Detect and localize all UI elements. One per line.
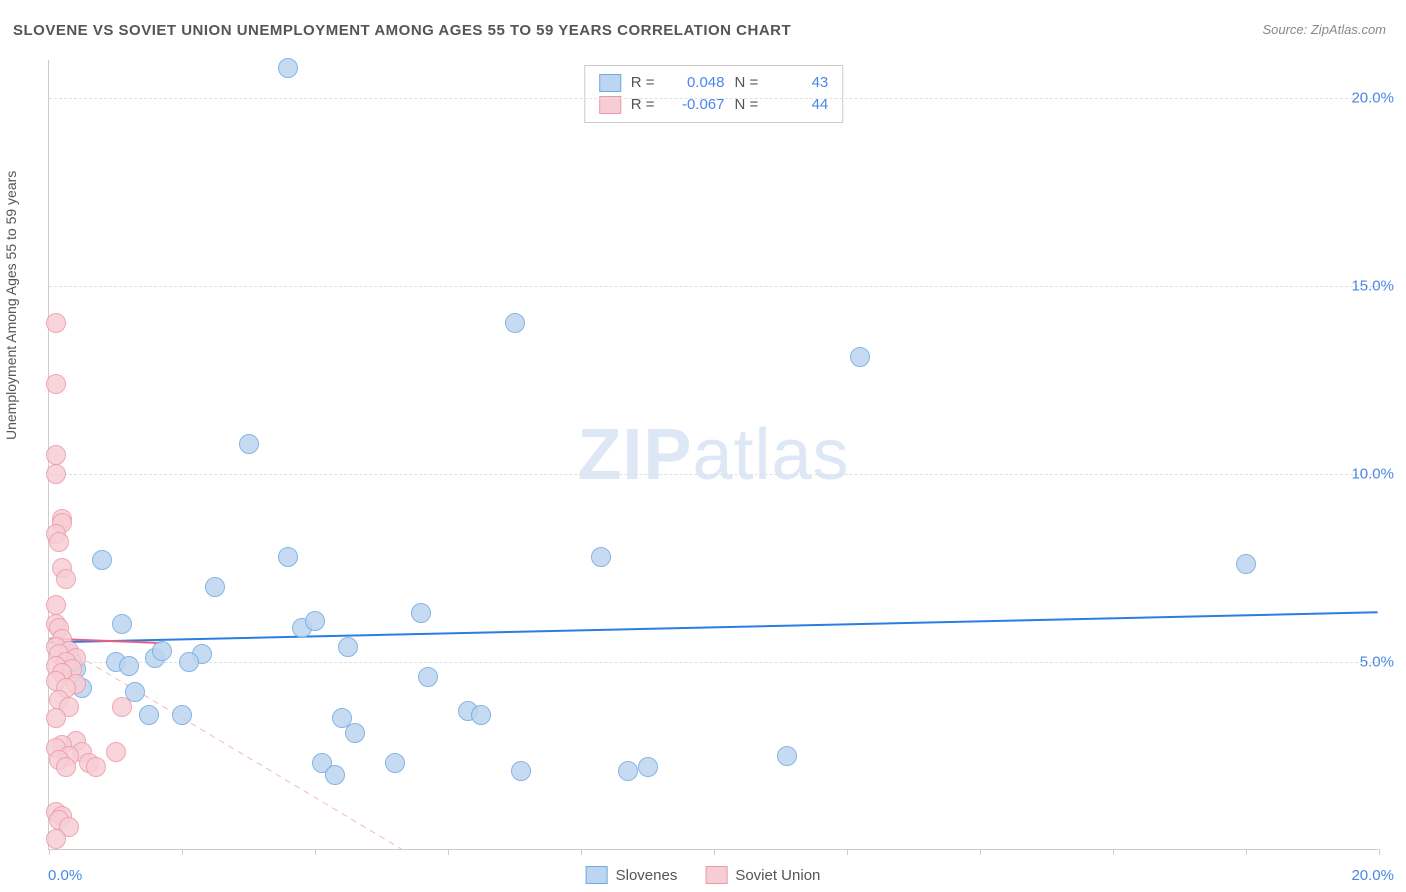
watermark-light: atlas [692,415,849,495]
data-point [239,434,259,454]
n-value: 43 [768,72,828,94]
data-point [106,742,126,762]
x-tick [1379,849,1380,855]
data-point [305,611,325,631]
data-point [56,569,76,589]
data-point [777,746,797,766]
legend-swatch [599,74,621,92]
y-axis-label: Unemployment Among Ages 55 to 59 years [3,171,19,440]
x-tick [448,849,449,855]
plot-area: ZIPatlas R =0.048N =43R =-0.067N =44 [48,60,1378,850]
source-attribution: Source: ZipAtlas.com [1262,22,1386,37]
watermark: ZIPatlas [577,414,849,496]
data-point [152,641,172,661]
data-point [46,313,66,333]
x-tick [980,849,981,855]
legend-swatch [705,866,727,884]
n-label: N = [735,72,759,94]
data-point [46,829,66,849]
gridline [49,474,1378,475]
data-point [112,614,132,634]
data-point [618,761,638,781]
data-point [385,753,405,773]
chart-title: SLOVENE VS SOVIET UNION UNEMPLOYMENT AMO… [13,22,791,39]
series-legend-item: Slovenes [586,866,678,884]
gridline [49,662,1378,663]
data-point [850,347,870,367]
data-point [46,445,66,465]
data-point [591,547,611,567]
data-point [278,547,298,567]
legend-swatch [586,866,608,884]
data-point [411,603,431,623]
x-tick [1113,849,1114,855]
x-tick [581,849,582,855]
data-point [139,705,159,725]
data-point [112,697,132,717]
trend-lines-overlay [49,60,1378,849]
data-point [49,532,69,552]
data-point [46,374,66,394]
x-tick [847,849,848,855]
y-tick-label: 15.0% [1351,277,1394,294]
x-axis-max-label: 20.0% [1351,867,1394,884]
data-point [92,550,112,570]
r-value: 0.048 [665,72,725,94]
y-tick-label: 20.0% [1351,89,1394,106]
data-point [46,595,66,615]
gridline [49,98,1378,99]
data-point [119,656,139,676]
x-tick [1246,849,1247,855]
data-point [345,723,365,743]
data-point [56,757,76,777]
x-tick [714,849,715,855]
x-tick [49,849,50,855]
legend-label: Slovenes [616,867,678,884]
data-point [278,58,298,78]
data-point [179,652,199,672]
legend-label: Soviet Union [735,867,820,884]
y-tick-label: 10.0% [1351,465,1394,482]
data-point [638,757,658,777]
y-tick-label: 5.0% [1360,653,1394,670]
x-axis-min-label: 0.0% [48,867,82,884]
data-point [46,464,66,484]
data-point [172,705,192,725]
data-point [338,637,358,657]
data-point [205,577,225,597]
data-point [505,313,525,333]
data-point [471,705,491,725]
series-legend-item: Soviet Union [705,866,820,884]
correlation-legend: R =0.048N =43R =-0.067N =44 [584,65,844,123]
r-label: R = [631,72,655,94]
data-point [86,757,106,777]
data-point [511,761,531,781]
correlation-legend-row: R = 0.048 N = 43 [599,72,829,94]
data-point [418,667,438,687]
data-point [1236,554,1256,574]
legend-swatch [599,96,621,114]
chart-container: SLOVENE VS SOVIET UNION UNEMPLOYMENT AMO… [0,0,1406,892]
gridline [49,286,1378,287]
series-legend: Slovenes Soviet Union [586,866,821,884]
watermark-bold: ZIP [577,415,692,495]
x-tick [315,849,316,855]
x-tick [182,849,183,855]
data-point [46,708,66,728]
data-point [325,765,345,785]
